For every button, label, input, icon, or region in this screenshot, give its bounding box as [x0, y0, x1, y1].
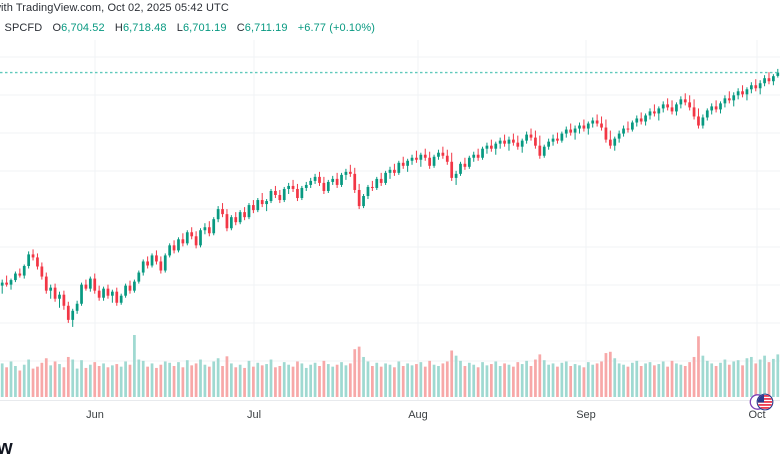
tradingview-wordmark: gView: [0, 437, 13, 459]
us-flag-badge-icon: [749, 393, 774, 411]
time-axis-tick-oct: Oct: [748, 409, 766, 421]
time-axis-tick-jul: Jul: [246, 409, 262, 421]
time-axis-tick-aug: Aug: [408, 409, 428, 421]
time-axis-tick-jun: Jun: [86, 409, 104, 421]
chart-symbol-ohlc-legend: 4h · SPCFD O6,704.52 H6,718.48 L6,701.19…: [0, 22, 375, 34]
chart-attribution-text: ated with TradingView.com, Oct 02, 2025 …: [0, 2, 229, 14]
time-axis[interactable]: Jun Jul Aug Sep Oct: [0, 400, 780, 430]
time-axis-tick-sep: Sep: [576, 409, 596, 421]
ohlc-high: H6,718.48: [114, 22, 167, 34]
chart-canvas: [0, 40, 780, 400]
ohlc-open: O6,704.52: [52, 22, 105, 34]
ohlc-low: L6,701.19: [176, 22, 227, 34]
footer-area: gView: [0, 429, 780, 470]
symbol-label: SPCFD: [4, 22, 43, 34]
legend-separator: ·: [0, 22, 1, 34]
ohlc-close: C6,711.19: [236, 22, 288, 34]
chart-plot-area[interactable]: [0, 40, 780, 400]
ohlc-change: +6.77 (+0.10%): [297, 22, 375, 34]
